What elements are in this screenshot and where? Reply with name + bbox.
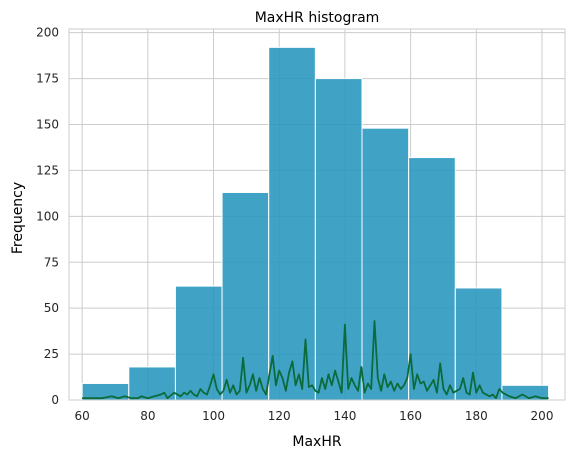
x-tick-label: 100: [202, 409, 225, 423]
histogram-bar: [221, 191, 270, 401]
y-tick-label: 50: [44, 301, 59, 315]
y-tick-label: 150: [36, 118, 59, 132]
frequency-line-path: [82, 320, 549, 400]
frequency-line: [82, 320, 549, 400]
y-tick-label: 175: [36, 72, 59, 86]
x-tick-label: 160: [399, 409, 422, 423]
x-tick-label: 60: [74, 409, 89, 423]
y-tick-label: 25: [44, 347, 59, 361]
histogram-bar: [314, 78, 363, 401]
x-tick-label: 80: [140, 409, 155, 423]
histogram-bar: [268, 46, 316, 401]
histogram-bar: [361, 127, 410, 401]
y-tick-label: 100: [36, 209, 59, 223]
y-axis-ticks: 0 25 50 75 100 125 150 175 200: [36, 26, 59, 407]
histogram-bar: [128, 366, 176, 401]
x-tick-label: 120: [268, 409, 291, 423]
chart-title: MaxHR histogram: [255, 10, 380, 26]
x-axis-label: MaxHR: [292, 434, 341, 450]
histogram-bar: [408, 157, 456, 401]
x-axis-ticks: 60 80 100 120 140 160 180 200: [74, 409, 553, 423]
x-tick-label: 140: [333, 409, 356, 423]
y-tick-label: 200: [36, 26, 59, 40]
y-tick-label: 75: [44, 255, 59, 269]
x-tick-label: 180: [465, 409, 488, 423]
histogram-bars: [81, 46, 550, 401]
plot-frame: [68, 28, 566, 401]
y-tick-label: 125: [36, 163, 59, 177]
x-tick-label: 200: [531, 409, 554, 423]
y-axis-label: Frequency: [10, 182, 26, 254]
y-tick-label: 0: [51, 393, 59, 407]
